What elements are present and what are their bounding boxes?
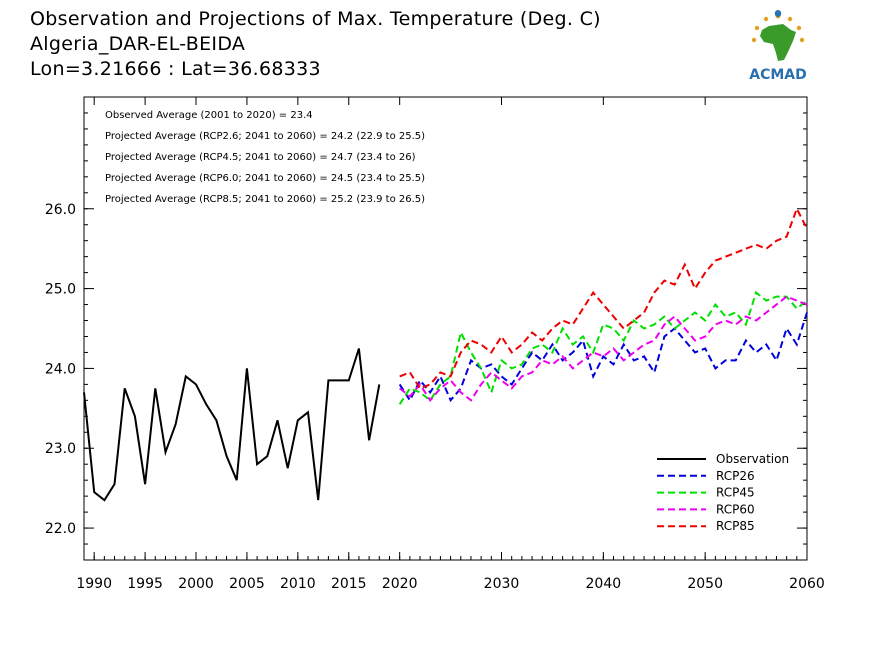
x-tick-label: 2040 [586,576,622,592]
legend-label: RCP26 [716,469,755,483]
annotation-text: Projected Average (RCP6.0; 2041 to 2060)… [105,173,425,184]
series-line-rcp26 [398,312,808,403]
y-tick-label: 22.0 [45,521,76,537]
acmad-logo: ACMAD [738,8,818,84]
annotations: Observed Average (2001 to 2020) = 23.4 Pr… [105,110,425,205]
x-tick-label: 1995 [127,576,163,592]
x-tick-label: 2000 [178,576,214,592]
legend-label: RCP45 [716,486,755,500]
series-lines [83,206,808,502]
y-tick-label: 24.0 [45,361,76,377]
legend-label: RCP60 [716,502,755,516]
axis-ticks: 1990 1995 2000 2005 2010 2015 2020 2030 2040 2050… [45,96,825,592]
annotation-text: Projected Average (RCP8.5; 2041 to 2060)… [105,194,425,205]
x-tick-label: 2010 [280,576,316,592]
series-line-rcp45 [398,290,808,405]
x-tick-label: 2015 [331,576,367,592]
series-line-rcp85 [399,206,808,390]
legend-label: Observation [716,452,789,466]
x-tick-label: 2005 [229,576,265,592]
annotation-text: Observed Average (2001 to 2020) = 23.4 [105,110,313,121]
x-tick-label: 2050 [687,576,723,592]
plot-frame [83,96,808,561]
logo-text: ACMAD [749,67,807,83]
y-tick-label: 25.0 [45,282,76,298]
annotation-text: Projected Average (RCP2.6; 2041 to 2060)… [105,131,425,142]
y-tick-label: 23.0 [45,441,76,457]
series-line-rcp60 [399,295,808,402]
station-coordinates: Lon=3.21666 : Lat=36.68333 [30,58,321,80]
annotation-text: Projected Average (RCP4.5; 2041 to 2060)… [105,152,416,163]
legend: Observation RCP26 RCP45 RCP60 RCP85 [657,452,789,533]
station-name: Algeria_DAR-EL-BEIDA [30,33,246,55]
chart-title: Observation and Projections of Max. Temp… [30,8,601,30]
series-line-observation [83,348,381,502]
legend-label: RCP85 [716,519,755,533]
africa-map-logo-icon: ACMAD [749,10,807,83]
y-tick-label: 26.0 [45,202,76,218]
x-tick-label: 1990 [76,576,112,592]
x-tick-label: 2020 [382,576,418,592]
x-tick-label: 2030 [484,576,520,592]
x-tick-label: 2060 [789,576,825,592]
